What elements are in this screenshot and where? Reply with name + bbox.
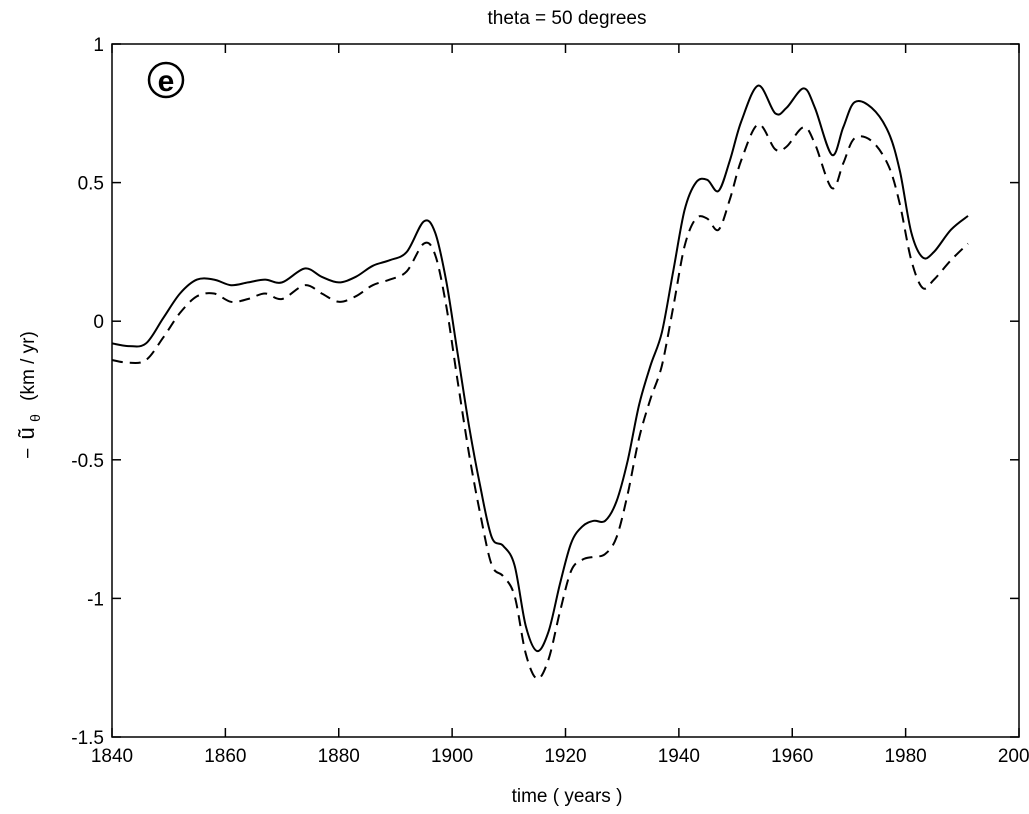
y-axis-title: − ũ θ (km / yr) (14, 331, 45, 459)
panel-label-circle (147, 61, 185, 99)
series-line-dashed (111, 123, 969, 680)
x-tick-label: 1940 (658, 746, 700, 767)
series-line-solid (111, 84, 969, 653)
y-tick-label: -1 (87, 589, 104, 610)
x-axis-ticks: 1840 1860 1880 1900 1920 1940 1960 1980 2000 (91, 44, 1029, 767)
y-axis-title-symbol: ũ (14, 427, 39, 439)
y-axis-title-prefix: − (18, 448, 39, 459)
x-tick-label: 1840 (91, 746, 133, 767)
chart-title: theta = 50 degrees (488, 8, 647, 29)
x-tick-label: 2000 (998, 746, 1029, 767)
y-tick-label: 0 (93, 312, 104, 333)
y-tick-label: 0.5 (78, 174, 104, 195)
x-tick-label: 1880 (318, 746, 360, 767)
x-tick-label: 1960 (771, 746, 813, 767)
x-tick-label: 1860 (204, 746, 246, 767)
panel-label: e (158, 65, 175, 98)
y-tick-label: -0.5 (71, 451, 104, 472)
y-tick-label: -1.5 (71, 728, 104, 749)
series-layer (111, 84, 969, 680)
y-axis-title-unit: (km / yr) (18, 331, 39, 401)
x-tick-label: 1980 (884, 746, 926, 767)
panel-label-badge: e (147, 61, 185, 99)
y-axis-title-subscript: θ (27, 414, 43, 422)
x-tick-label: 1920 (544, 746, 586, 767)
plot-area-frame (111, 43, 1020, 738)
y-axis-ticks: -1.5 -1 -0.5 0 0.5 1 (71, 35, 1019, 749)
y-tick-label: 1 (93, 35, 104, 56)
x-tick-label: 1900 (431, 746, 473, 767)
x-axis-title: time ( years ) (512, 786, 623, 807)
